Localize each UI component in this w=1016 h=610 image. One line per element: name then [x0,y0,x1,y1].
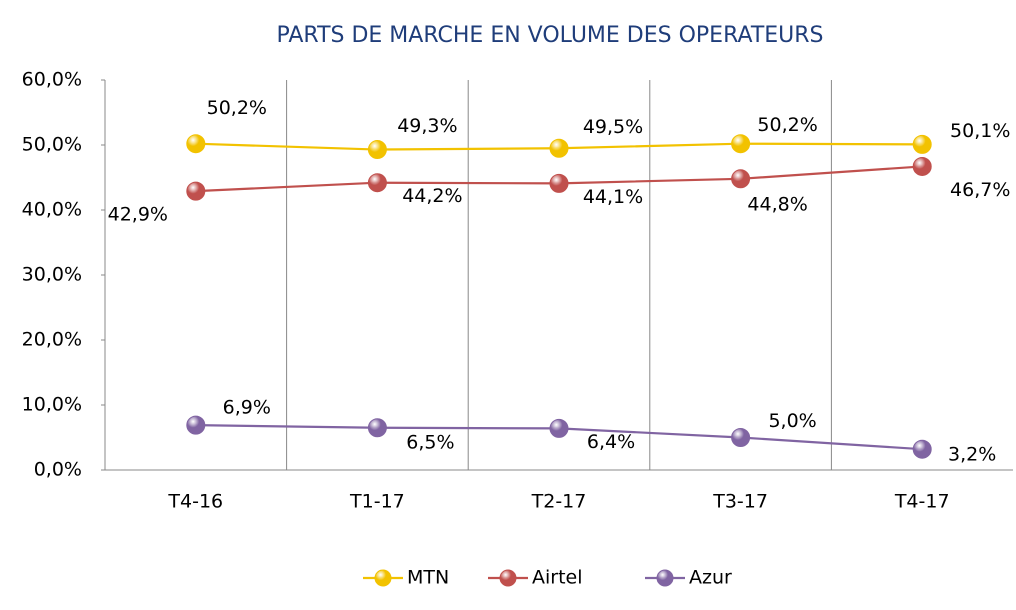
legend-label: MTN [407,567,449,589]
legend-label: Airtel [532,567,583,589]
data-label: 49,3% [397,115,457,137]
chart-title: PARTS DE MARCHE EN VOLUME DES OPERATEURS [276,23,823,48]
data-label: 44,8% [747,193,807,215]
point-marker [367,140,387,160]
data-label: 6,9% [223,397,271,419]
data-label: 50,2% [757,114,817,136]
y-tick-label: 0,0% [34,459,82,481]
x-tick-label: T1-17 [349,491,405,513]
data-label: 50,1% [950,120,1010,142]
legend-marker [374,569,392,587]
data-label: 46,7% [950,179,1010,201]
data-label: 5,0% [768,410,816,432]
x-tick-label: T4-17 [894,491,950,513]
data-label: 3,2% [948,444,996,466]
data-label: 44,2% [402,185,462,207]
data-label: 42,9% [108,204,168,226]
point-marker [731,134,751,154]
point-marker [912,439,932,459]
point-marker [186,181,206,201]
y-tick-label: 20,0% [22,329,82,351]
y-tick-label: 60,0% [22,69,82,91]
data-label: 6,5% [406,431,454,453]
point-marker [367,418,387,438]
legend-label: Azur [689,567,732,589]
legend-marker [499,569,517,587]
data-label: 49,5% [583,116,643,138]
point-marker [912,156,932,176]
point-marker [549,138,569,158]
x-tick-label: T4-16 [167,491,223,513]
point-marker [549,173,569,193]
data-label: 6,4% [587,431,635,453]
x-tick-label: T2-17 [531,491,587,513]
point-marker [912,134,932,154]
data-label: 44,1% [583,186,643,208]
y-tick-label: 10,0% [22,394,82,416]
y-tick-label: 40,0% [22,199,82,221]
point-marker [731,169,751,189]
y-tick-label: 50,0% [22,134,82,156]
point-marker [186,134,206,154]
point-marker [549,418,569,438]
data-label: 50,2% [207,97,267,119]
point-marker [186,415,206,435]
legend-marker [656,569,674,587]
point-marker [367,173,387,193]
x-tick-label: T3-17 [712,491,768,513]
y-tick-label: 30,0% [22,264,82,286]
point-marker [731,428,751,447]
